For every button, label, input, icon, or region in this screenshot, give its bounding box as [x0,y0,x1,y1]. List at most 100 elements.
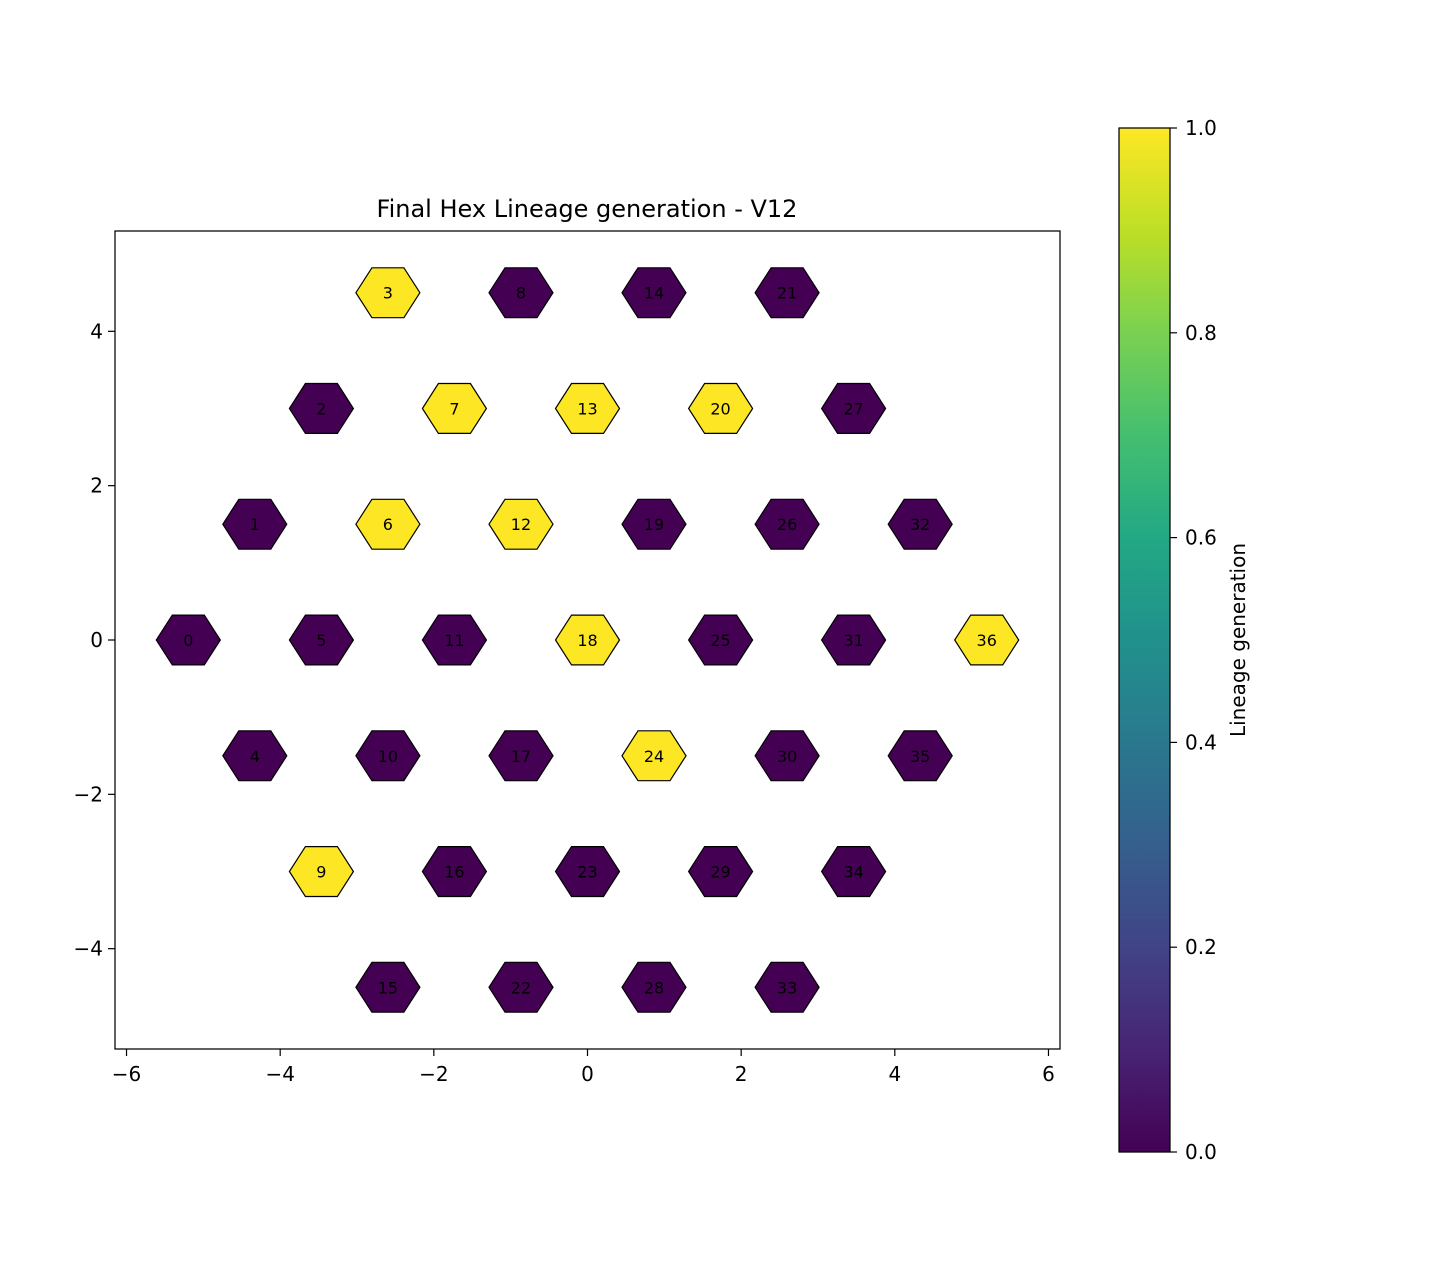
hex-cell [621,267,687,319]
hex-label: 26 [777,515,797,534]
hex-cell [488,730,554,782]
hex-cell [288,382,355,434]
hex-label: 22 [511,978,531,997]
hex-label: 13 [577,399,597,418]
hex-label: 20 [710,399,730,418]
hex-label: 4 [250,747,260,766]
hex-label: 25 [710,631,730,650]
chart-title: Final Hex Lineage generation - V12 [377,195,798,223]
hex-label: 14 [644,284,664,303]
hex-label: 35 [910,747,930,766]
hex-cell [820,845,887,898]
hex-cell [953,614,1020,666]
hex-cell [754,961,820,1013]
hex-cell [421,614,488,666]
x-axis: −6 −4 −2 0 2 4 6 [112,1049,1055,1086]
hex-label: 1 [250,515,260,534]
hex-label: 28 [644,978,664,997]
hex-cell [355,267,421,319]
hex-cell [421,845,488,898]
hex-cell [754,730,820,782]
hex-label: 27 [843,399,863,418]
hex-label: 36 [977,631,997,650]
hex-label: 33 [777,978,797,997]
hex-label: 11 [444,631,464,650]
colorbar-gradient [1118,127,1171,1153]
x-tick-label: 0 [581,1062,594,1086]
hex-cell [421,382,488,434]
colorbar-tick-label: 1.0 [1185,116,1217,140]
hex-cell [687,382,754,434]
hex-label: 21 [777,284,797,303]
hex-cell [222,730,288,782]
hex-label: 6 [383,515,393,534]
hex-label: 17 [511,747,531,766]
hex-cell [554,614,621,666]
x-tick-label: 2 [735,1062,748,1086]
hex-cell [288,614,355,666]
hex-label: 29 [710,863,730,882]
y-tick-label: 0 [90,628,103,652]
hex-label: 31 [843,631,863,650]
hex-cell [621,730,687,782]
hex-cell [488,498,554,550]
hex-cell [355,961,421,1013]
y-tick-label: −2 [74,782,103,806]
hex-cell [887,730,953,782]
hex-cell [355,498,421,550]
hex-cell [155,614,222,666]
hex-cells: 0123456789101112131415161718192021222324… [155,267,1020,1013]
x-tick-label: −6 [112,1062,141,1086]
hex-cell [554,382,621,434]
hex-cell [754,498,820,550]
colorbar-tick-label: 0.2 [1185,935,1217,959]
hex-label: 5 [316,631,326,650]
hex-cell [288,845,355,898]
hex-cell [621,498,687,550]
colorbar-tick-label: 0.4 [1185,730,1217,754]
y-tick-label: −4 [74,937,103,961]
hex-label: 15 [378,978,398,997]
y-tick-label: 2 [90,474,103,498]
hex-label: 18 [577,631,597,650]
hex-label: 2 [316,399,326,418]
hex-label: 32 [910,515,930,534]
hex-label: 8 [516,284,526,303]
x-tick-label: 4 [888,1062,901,1086]
hex-label: 19 [644,515,664,534]
hex-cell [355,730,421,782]
x-tick-label: 6 [1042,1062,1055,1086]
colorbar-tick-label: 0.8 [1185,321,1217,345]
colorbar-tick-label: 0.0 [1185,1140,1217,1164]
hex-cell [488,267,554,319]
hex-cell [488,961,554,1013]
hex-label: 30 [777,747,797,766]
hex-label: 0 [183,631,193,650]
hex-cell [554,845,621,898]
hex-cell [820,614,887,666]
y-tick-label: 4 [90,319,103,343]
y-axis: −4 −2 0 2 4 [74,319,115,961]
hex-label: 7 [449,399,459,418]
hex-label: 34 [843,863,863,882]
colorbar-ticks: 0.0 0.2 0.4 0.6 0.8 1.0 [1170,116,1217,1164]
hex-label: 16 [444,863,464,882]
hex-label: 24 [644,747,664,766]
hex-cell [621,961,687,1013]
colorbar-label: Lineage generation [1226,543,1250,737]
hex-cell [887,498,953,550]
colorbar: 0.0 0.2 0.4 0.6 0.8 1.0 Lineage generation [1118,116,1250,1164]
hex-cell [820,382,887,434]
hex-label: 3 [383,284,393,303]
hex-cell [687,845,754,898]
hex-cell [687,614,754,666]
hex-label: 9 [316,863,326,882]
colorbar-tick-label: 0.6 [1185,526,1217,550]
hex-label: 10 [378,747,398,766]
hex-label: 12 [511,515,531,534]
x-tick-label: −2 [419,1062,448,1086]
hex-cell [222,498,288,550]
hex-label: 23 [577,863,597,882]
hex-cell [754,267,820,319]
